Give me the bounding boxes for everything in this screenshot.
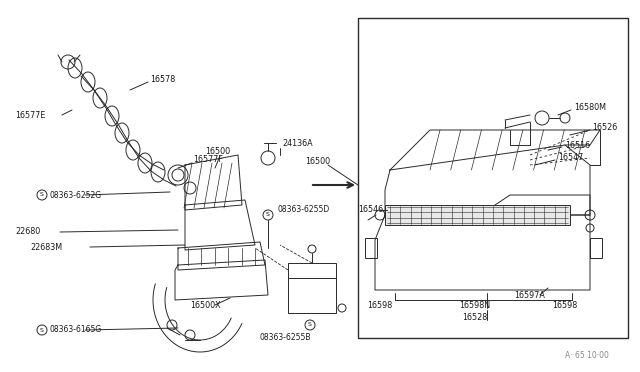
Text: 16598: 16598 xyxy=(367,301,392,310)
Bar xyxy=(358,18,628,338)
Text: 16577E: 16577E xyxy=(15,110,45,119)
Text: 16526: 16526 xyxy=(592,124,617,132)
Text: 24136A: 24136A xyxy=(282,138,312,148)
Text: 16598: 16598 xyxy=(552,301,578,310)
Text: 16598N: 16598N xyxy=(460,301,491,310)
Bar xyxy=(385,205,570,225)
Bar xyxy=(288,263,336,313)
Text: 22680: 22680 xyxy=(15,228,40,237)
Text: 16577F: 16577F xyxy=(193,155,223,164)
Bar xyxy=(590,238,602,258)
Text: 16500: 16500 xyxy=(305,157,330,167)
Text: S: S xyxy=(308,323,312,327)
Text: 16528: 16528 xyxy=(462,314,488,323)
Text: 16547: 16547 xyxy=(558,154,583,163)
Text: 22683M: 22683M xyxy=(30,243,62,251)
Text: 08363-6255D: 08363-6255D xyxy=(278,205,330,215)
Text: 08363-6255B: 08363-6255B xyxy=(260,334,312,343)
Text: 16500X: 16500X xyxy=(190,301,221,310)
Text: 16500: 16500 xyxy=(205,148,230,157)
Text: S: S xyxy=(40,327,44,333)
Text: 16597A: 16597A xyxy=(515,291,545,299)
Text: S: S xyxy=(40,192,44,198)
Text: 08363-6252G: 08363-6252G xyxy=(50,190,102,199)
Text: 16580M: 16580M xyxy=(574,103,606,112)
Text: 16546: 16546 xyxy=(358,205,383,215)
Text: 16516: 16516 xyxy=(565,141,590,150)
Text: A· 65 10·00: A· 65 10·00 xyxy=(565,350,609,359)
Bar xyxy=(365,238,377,258)
Text: 08363-6165G: 08363-6165G xyxy=(50,326,102,334)
Text: 16578: 16578 xyxy=(150,76,175,84)
Text: S: S xyxy=(266,212,270,218)
